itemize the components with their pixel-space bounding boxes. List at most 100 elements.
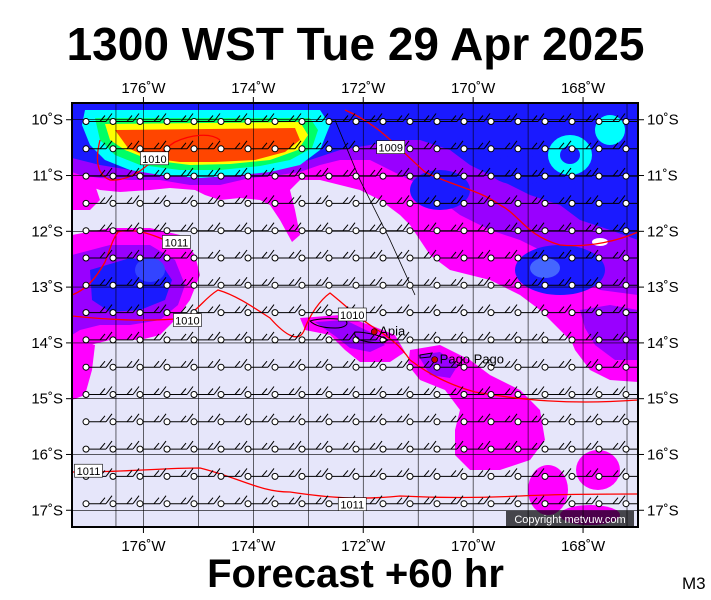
lat-tick-label-left: 11˚S xyxy=(32,168,63,185)
wind-barb xyxy=(460,413,491,426)
wind-barb xyxy=(163,413,194,426)
wind-barb xyxy=(163,276,194,289)
precip-blob-bottom-2 xyxy=(576,450,620,490)
wind-barb xyxy=(244,331,275,344)
wind-barb xyxy=(487,386,518,398)
wind-barb xyxy=(379,413,410,426)
wind-barb xyxy=(325,222,356,235)
lat-tick-label-left: 16˚S xyxy=(31,446,63,463)
wind-barb xyxy=(271,304,302,317)
lon-tick-label-top: 176˚W xyxy=(121,80,166,97)
wind-barb xyxy=(298,276,329,289)
wind-barb xyxy=(298,304,329,317)
wind-barb xyxy=(82,358,113,371)
lat-tick-label-right: 14˚S xyxy=(647,335,679,352)
wind-barb xyxy=(136,331,167,344)
wind-barb xyxy=(595,249,626,262)
wind-barb xyxy=(352,468,383,480)
wind-barb xyxy=(190,331,221,344)
wind-barb xyxy=(460,222,491,235)
lat-tick-label-right: 15˚S xyxy=(647,391,679,408)
wind-barb xyxy=(244,222,275,235)
wind-barb xyxy=(352,358,383,371)
precip-blob-4 xyxy=(515,245,605,295)
wind-barb xyxy=(298,358,329,371)
wind-barb xyxy=(487,276,518,289)
wind-barb xyxy=(82,249,113,262)
precip-blob-bottom-1 xyxy=(528,465,568,515)
wind-barb xyxy=(541,113,572,125)
wind-barb xyxy=(109,167,140,180)
wind-barb xyxy=(460,276,491,289)
wind-barb xyxy=(622,363,638,371)
wind-barb xyxy=(514,113,545,125)
wind-barb xyxy=(568,113,599,125)
wind-barb xyxy=(298,468,329,480)
wind-barb xyxy=(325,413,356,426)
wind-barb xyxy=(325,249,356,262)
wind-barb xyxy=(568,386,599,398)
wind-barb xyxy=(406,413,437,426)
lon-tick-label-bottom: 174˚W xyxy=(231,538,276,555)
map-title: 1300 WST Tue 29 Apr 2025 xyxy=(66,18,645,70)
svg-text:1011: 1011 xyxy=(77,466,101,478)
wind-barb xyxy=(568,468,599,480)
wind-barb xyxy=(325,440,356,453)
wind-barb xyxy=(109,222,140,235)
wind-barb xyxy=(379,495,410,508)
wind-barb xyxy=(595,140,626,153)
wind-barb xyxy=(217,358,248,371)
lat-tick-label-right: 12˚S xyxy=(647,223,679,240)
city-marker: Pago Pago xyxy=(431,352,504,367)
wind-barb xyxy=(109,249,140,262)
wind-barb xyxy=(433,113,464,125)
isobar-label: 1009 xyxy=(376,140,406,155)
svg-text:1011: 1011 xyxy=(165,237,189,249)
wind-barb xyxy=(622,145,638,153)
wind-barb xyxy=(379,331,410,344)
lat-tick-label-right: 17˚S xyxy=(647,502,679,519)
wind-barb xyxy=(244,495,275,508)
wind-barb xyxy=(622,227,638,235)
wind-barb xyxy=(82,113,113,125)
lat-tick-label-left: 13˚S xyxy=(31,279,63,296)
wind-barb xyxy=(244,413,275,426)
wind-barb xyxy=(460,386,491,398)
wind-barb xyxy=(325,276,356,289)
wind-barb xyxy=(217,440,248,453)
wind-barb xyxy=(352,386,383,398)
copyright-box xyxy=(506,511,634,527)
wind-barb xyxy=(595,113,626,125)
wind-barb xyxy=(136,440,167,453)
wind-barb xyxy=(433,358,464,371)
wind-barb xyxy=(595,167,626,180)
wind-barb xyxy=(298,140,329,153)
wind-barb xyxy=(298,167,329,180)
wind-barb xyxy=(109,276,140,289)
isobar-label: 1010 xyxy=(173,313,202,328)
wind-barb xyxy=(514,222,545,235)
svg-text:1010: 1010 xyxy=(340,310,364,322)
wind-barb xyxy=(298,440,329,453)
wind-barb xyxy=(622,254,638,262)
wind-barb xyxy=(460,113,491,125)
precip-blob-7 xyxy=(490,155,550,185)
isobar-label: 1011 xyxy=(337,497,367,512)
precip-region-left-core xyxy=(135,258,165,282)
wind-barb xyxy=(163,222,194,235)
isobar-labels: 1010 1009 1011 1010 1010 1011 1011 xyxy=(74,140,406,512)
wind-barb xyxy=(487,113,518,125)
wind-barb xyxy=(244,358,275,371)
wind-barb xyxy=(244,113,275,125)
wind-barb xyxy=(163,140,194,153)
wind-barb xyxy=(433,331,464,344)
wind-barb xyxy=(622,172,638,180)
wind-barb xyxy=(352,222,383,235)
city-label: Apia xyxy=(379,324,406,339)
precip-region-leftlower xyxy=(72,340,95,400)
wind-barb xyxy=(244,304,275,317)
wind-barb xyxy=(622,281,638,289)
wind-barb xyxy=(82,331,113,344)
wind-barb xyxy=(82,167,113,180)
wind-barb xyxy=(163,249,194,262)
